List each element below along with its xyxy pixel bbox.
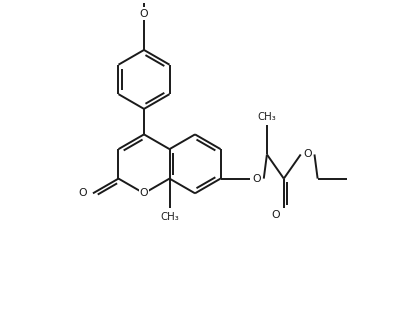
Text: O: O	[79, 188, 87, 198]
Text: O: O	[271, 210, 280, 220]
Text: O: O	[140, 188, 148, 198]
Text: O: O	[253, 173, 261, 183]
Text: O: O	[140, 9, 148, 19]
Text: O: O	[303, 149, 312, 159]
Text: CH₃: CH₃	[258, 112, 276, 122]
Text: CH₃: CH₃	[160, 212, 179, 222]
